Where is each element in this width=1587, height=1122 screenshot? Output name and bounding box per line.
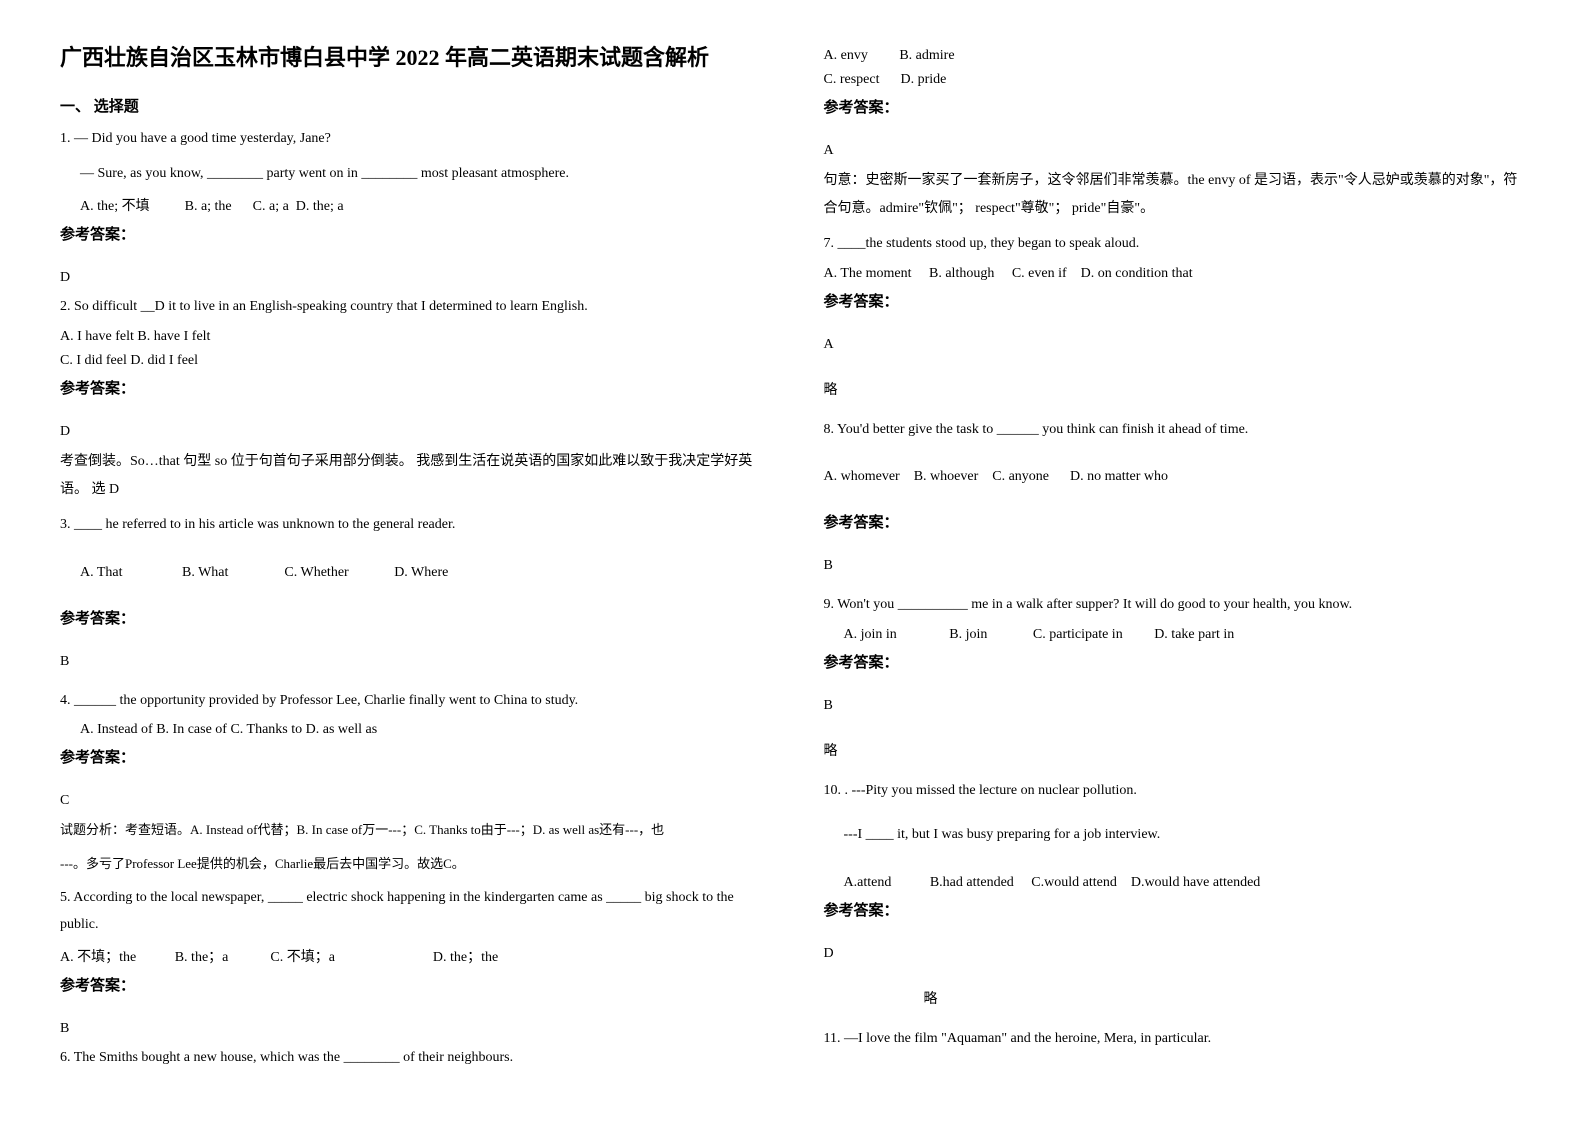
q2-answer-label: 参考答案： <box>60 377 764 398</box>
q8-text: 8. You'd better give the task to ______ … <box>824 417 1528 444</box>
q5-text: 5. According to the local newspaper, ___… <box>60 885 764 938</box>
q1-options: A. the; 不填 B. a; the C. a; a D. the; a <box>60 195 764 215</box>
q3-answer-label: 参考答案： <box>60 607 764 628</box>
q7-answer-label: 参考答案： <box>824 290 1528 311</box>
q10-note: 略 <box>824 988 1528 1008</box>
q2-text: 2. So difficult __D it to live in an Eng… <box>60 294 764 321</box>
q10-answer-label: 参考答案： <box>824 899 1528 920</box>
q3-text: 3. ____ he referred to in his article wa… <box>60 512 764 539</box>
q1-line2: — Sure, as you know, ________ party went… <box>60 161 764 188</box>
q8-answer: B <box>824 558 1528 574</box>
q7-options: A. The moment B. although C. even if D. … <box>824 266 1528 282</box>
q9-note: 略 <box>824 740 1528 760</box>
q11-text: 11. —I love the film "Aquaman" and the h… <box>824 1026 1528 1053</box>
q6-opt2: C. respect D. pride <box>824 72 1528 88</box>
q9-answer: B <box>824 698 1528 714</box>
q1-answer-label: 参考答案： <box>60 223 764 244</box>
q2-opt2: C. I did feel D. did I feel <box>60 353 764 369</box>
page-title: 广西壮族自治区玉林市博白县中学 2022 年高二英语期末试题含解析 <box>60 40 764 75</box>
q4-text: 4. ______ the opportunity provided by Pr… <box>60 688 764 715</box>
q5-answer: B <box>60 1021 764 1037</box>
q6-answer-label: 参考答案： <box>824 96 1528 117</box>
q4-explanation2: ---。多亏了Professor Lee提供的机会，Charlie最后去中国学习… <box>60 851 764 877</box>
q10-options: A.attend B.had attended C.would attend D… <box>824 875 1528 891</box>
q9-text: 9. Won't you __________ me in a walk aft… <box>824 592 1528 619</box>
q4-answer-label: 参考答案： <box>60 746 764 767</box>
section-heading: 一、 选择题 <box>60 95 764 116</box>
q2-explanation: 考查倒装。So…that 句型 so 位于句首句子采用部分倒装。 我感到生活在说… <box>60 448 764 504</box>
left-column: 广西壮族自治区玉林市博白县中学 2022 年高二英语期末试题含解析 一、 选择题… <box>60 40 764 1080</box>
q4-explanation1: 试题分析：考查短语。A. Instead of代替；B. In case of万… <box>60 817 764 843</box>
q7-note: 略 <box>824 379 1528 399</box>
right-column: A. envy B. admire C. respect D. pride 参考… <box>824 40 1528 1080</box>
q2-answer: D <box>60 424 764 440</box>
q9-answer-label: 参考答案： <box>824 651 1528 672</box>
q1-line1: 1. — Did you have a good time yesterday,… <box>60 126 764 153</box>
q7-text: 7. ____the students stood up, they began… <box>824 231 1528 258</box>
q10-line2: ---I ____ it, but I was busy preparing f… <box>824 822 1528 849</box>
q4-options: A. Instead of B. In case of C. Thanks to… <box>60 722 764 738</box>
q5-options: A. 不填；the B. the；a C. 不填；a D. the；the <box>60 946 764 966</box>
q1-answer: D <box>60 270 764 286</box>
q6-explanation: 句意：史密斯一家买了一套新房子，这令邻居们非常羡慕。the envy of 是习… <box>824 167 1528 223</box>
q3-options: A. That B. What C. Whether D. Where <box>60 565 764 581</box>
q2-opt1: A. I have felt B. have I felt <box>60 329 764 345</box>
q6-text: 6. The Smiths bought a new house, which … <box>60 1045 764 1072</box>
q5-answer-label: 参考答案： <box>60 974 764 995</box>
q7-answer: A <box>824 337 1528 353</box>
q6-opt1: A. envy B. admire <box>824 48 1528 64</box>
q10-line1: 10. . ---Pity you missed the lecture on … <box>824 778 1528 805</box>
q9-options: A. join in B. join C. participate in D. … <box>824 627 1528 643</box>
q3-answer: B <box>60 654 764 670</box>
q8-options: A. whomever B. whoever C. anyone D. no m… <box>824 469 1528 485</box>
q4-answer: C <box>60 793 764 809</box>
q10-answer: D <box>824 946 1528 962</box>
q8-answer-label: 参考答案： <box>824 511 1528 532</box>
q6-answer: A <box>824 143 1528 159</box>
